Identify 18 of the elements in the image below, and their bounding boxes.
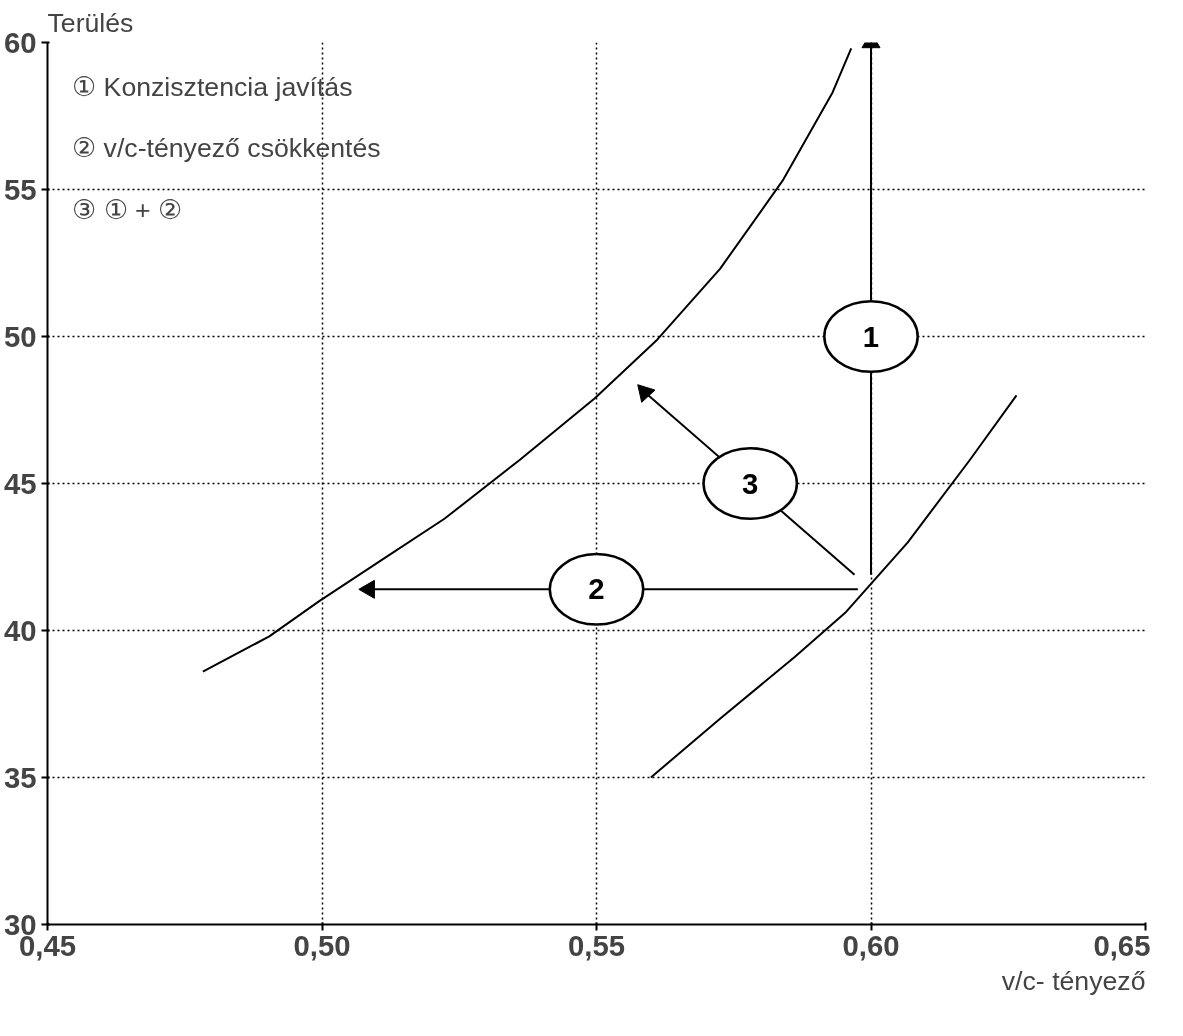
annotation: ① Konzisztencia javítás — [72, 71, 353, 102]
x-axis-title: v/c- tényező — [1001, 965, 1146, 996]
x-tick-label: 0,65 — [1093, 928, 1151, 962]
x-tick-label: 0,50 — [293, 928, 351, 962]
y-tick-label: 40 — [3, 613, 37, 647]
y-tick-label: 35 — [3, 760, 37, 794]
annotation: 3 — [742, 466, 759, 500]
annotation: ② v/c-tényező csökkentés — [72, 133, 381, 164]
annotation: 2 — [588, 572, 605, 606]
annotation: 1 — [862, 319, 880, 353]
y-tick-label: 60 — [3, 25, 37, 59]
annotation: ③ ① + ② — [72, 195, 182, 226]
y-axis-title: Terülés — [47, 7, 134, 38]
y-tick-label: 55 — [3, 172, 37, 206]
x-tick-label: 0,60 — [842, 928, 900, 962]
y-tick-label: 45 — [3, 466, 37, 500]
x-tick-label: 0,55 — [567, 928, 626, 962]
y-tick-label: 50 — [3, 319, 37, 353]
